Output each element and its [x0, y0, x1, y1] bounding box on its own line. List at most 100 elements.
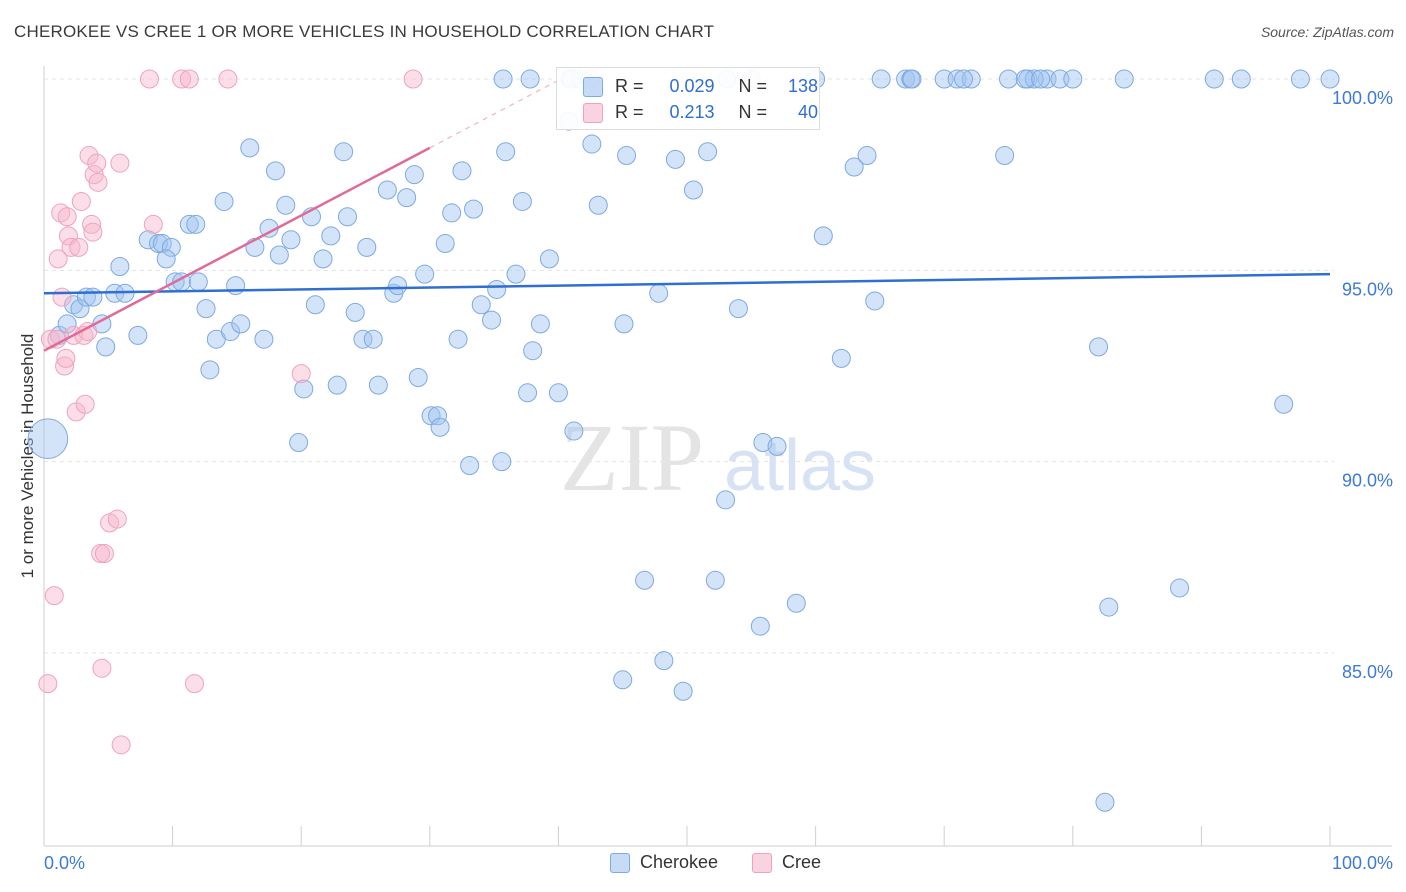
cree-point: [179, 69, 199, 89]
axes: [43, 66, 1392, 847]
cherokee-point: [464, 199, 484, 219]
cherokee-point: [1204, 69, 1224, 89]
cherokee-point: [128, 325, 148, 345]
cherokee-point: [345, 302, 365, 322]
cherokee-point: [435, 234, 455, 254]
cherokee-point: [471, 295, 491, 315]
cherokee-point: [188, 272, 208, 292]
cree-point: [83, 222, 103, 242]
cree-trend-extension: [429, 79, 559, 149]
cherokee-point: [397, 188, 417, 208]
trend-lines: [43, 79, 1331, 352]
watermark-atlas: atlas: [724, 426, 876, 506]
cherokee-point: [220, 322, 240, 342]
cree-point: [44, 586, 64, 606]
cherokee-point: [452, 161, 472, 181]
cherokee-point: [214, 191, 234, 211]
cree-point: [172, 69, 192, 89]
tick-labels: 85.0% 90.0% 95.0% 100.0% 0.0% 100.0%: [44, 88, 1393, 873]
cherokee-point: [786, 593, 806, 613]
cree-point: [143, 214, 163, 234]
cherokee-point: [179, 214, 199, 234]
cherokee-point: [200, 360, 220, 380]
cherokee-point: [487, 279, 507, 299]
cherokee-point: [665, 149, 685, 169]
cherokee-point: [363, 329, 383, 349]
cree-point: [82, 214, 102, 234]
cherokee-point: [865, 291, 885, 311]
cree-point: [94, 544, 114, 564]
legend-label-cree: Cree: [782, 852, 822, 872]
legend-swatch-cree: [752, 852, 773, 873]
cherokee-point: [564, 421, 584, 441]
legend-item-cherokee[interactable]: Cherokee: [610, 852, 718, 873]
cherokee-point: [27, 418, 69, 460]
cree-point: [291, 364, 311, 384]
cherokee-point: [995, 146, 1015, 166]
stats-row-cherokee: R = 0.029 N = 138: [583, 76, 818, 97]
cherokee-point: [1095, 792, 1115, 812]
cree-point: [75, 394, 95, 414]
bottom-legend: Cherokee Cree: [610, 852, 821, 873]
cherokee-point: [226, 276, 246, 296]
cherokee-point: [896, 69, 916, 89]
r-value: 0.029: [669, 76, 715, 96]
cherokee-point: [327, 375, 347, 395]
cherokee-point: [613, 670, 633, 690]
r-label: R =: [615, 102, 644, 122]
cherokee-point: [388, 276, 408, 296]
cherokee-point: [377, 180, 397, 200]
cherokee-point: [1089, 337, 1109, 357]
cree-point: [184, 674, 204, 694]
watermark-zip: ZIP: [560, 404, 704, 511]
cherokee-point: [156, 249, 176, 269]
cherokee-point: [313, 249, 333, 269]
y-tick-label: 85.0%: [1342, 662, 1393, 682]
x-tick-label: 0.0%: [44, 853, 85, 873]
cherokee-point: [321, 226, 341, 246]
legend-label-cherokee: Cherokee: [640, 852, 719, 872]
r-value: 0.213: [669, 102, 715, 122]
cherokee-point: [813, 226, 833, 246]
cherokee-point: [138, 230, 158, 250]
cherokee-point: [1231, 69, 1251, 89]
cree-point: [218, 69, 238, 89]
cherokee-point: [947, 69, 967, 89]
legend-item-cree[interactable]: Cree: [752, 852, 821, 873]
cherokee-point: [1290, 69, 1310, 89]
cherokee-point: [231, 314, 251, 334]
cherokee-point: [518, 383, 538, 403]
cherokee-point: [705, 570, 725, 590]
cherokee-point: [240, 138, 260, 158]
cherokee-point: [1114, 69, 1134, 89]
cree-point: [92, 658, 112, 678]
legend-swatch-cherokee: [610, 852, 630, 873]
cree-point: [69, 237, 89, 257]
cherokee-point: [186, 214, 206, 234]
n-value: 40: [798, 102, 819, 122]
cherokee-point: [368, 375, 388, 395]
cherokee-point: [1274, 394, 1294, 414]
cherokee-point: [408, 367, 428, 387]
cree-point: [79, 146, 99, 166]
cherokee-point: [428, 406, 448, 426]
cherokee-point: [496, 142, 516, 162]
cree-point: [87, 153, 107, 173]
cherokee-point: [281, 230, 301, 250]
cherokee-point: [289, 433, 309, 453]
cherokee-point: [305, 295, 325, 315]
cherokee-point: [871, 69, 891, 89]
cherokee-point: [961, 69, 981, 89]
n-label: N =: [738, 76, 768, 96]
cree-point: [48, 249, 68, 269]
cherokee-point: [649, 283, 669, 303]
cherokee-point: [482, 310, 502, 330]
cherokee-point: [196, 299, 216, 319]
cree-point: [61, 237, 81, 257]
cree-point: [55, 356, 75, 376]
cherokee-point: [588, 195, 608, 215]
cree-point: [57, 207, 77, 227]
cherokee-point: [614, 314, 634, 334]
cherokee-point: [999, 69, 1018, 89]
y-tick-label: 100.0%: [1332, 88, 1393, 108]
